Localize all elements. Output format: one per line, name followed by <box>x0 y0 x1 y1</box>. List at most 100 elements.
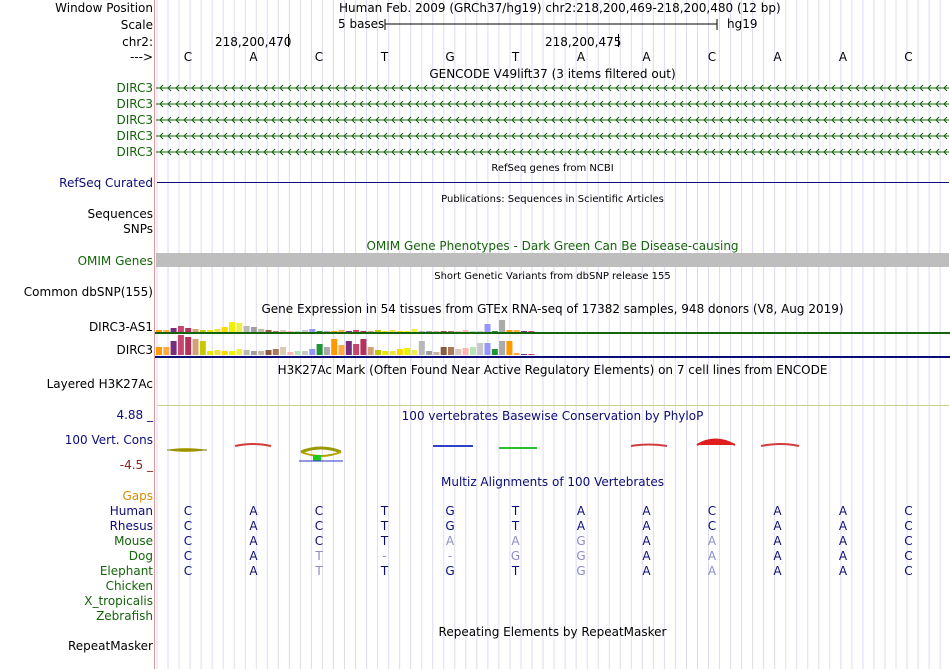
gtex-tissue-bar <box>338 345 345 355</box>
gtex-gene-label-1[interactable]: DIRC3-AS1 <box>88 320 153 334</box>
alignment-base: A <box>249 534 258 548</box>
gtex-tissue-bar <box>287 352 294 355</box>
gtex-tissue-bar <box>221 327 228 332</box>
alignment-base: T <box>511 564 520 578</box>
h3k27ac-signal-line <box>157 405 949 406</box>
h3k27ac-label[interactable]: Layered H3K27Ac <box>46 377 153 391</box>
gtex-tissue-bar <box>404 348 411 355</box>
chrom-label: chr2: <box>122 35 153 49</box>
gtex-gene-label-2[interactable]: DIRC3 <box>116 343 153 357</box>
alignment-base: C <box>183 549 193 563</box>
scale-label: Scale <box>120 18 153 32</box>
alignment-base: A <box>642 534 651 548</box>
base-letter: T <box>380 50 389 64</box>
gtex-tissue-bar <box>462 348 469 355</box>
alignment-base: C <box>707 504 717 518</box>
gtex-tissue-bar <box>156 330 162 332</box>
gencode-transcript-line[interactable] <box>156 83 949 93</box>
alignment-base: C <box>183 534 193 548</box>
conservation-wiggle[interactable] <box>155 430 950 466</box>
gtex-tissue-bar <box>214 350 221 355</box>
alignment-base: A <box>773 549 782 563</box>
refseq-gene-line[interactable] <box>157 182 949 183</box>
coord-right: 218,200,475 <box>545 35 622 49</box>
base-letter: C <box>904 50 913 64</box>
gtex-tissue-bar <box>491 349 498 355</box>
alignment-base: T <box>380 519 389 533</box>
gtex-tissue-bar <box>433 352 440 355</box>
gencode-item-label[interactable]: DIRC3 <box>116 97 153 111</box>
refseq-label[interactable]: RefSeq Curated <box>59 176 153 190</box>
gtex-tissue-bar <box>513 353 520 355</box>
base-letter: C <box>707 50 717 64</box>
repeatmasker-label[interactable]: RepeatMasker <box>67 639 153 653</box>
alignment-base: T <box>315 564 323 578</box>
gencode-item-label[interactable]: DIRC3 <box>116 129 153 143</box>
gtex-tissue-bar <box>214 329 221 332</box>
species-label[interactable]: Human <box>109 504 153 518</box>
h3k27ac-track-title: H3K27Ac Mark (Often Found Near Active Re… <box>277 363 828 377</box>
species-label[interactable]: X_tropicalis <box>84 594 153 608</box>
gtex-tissue-bar <box>163 347 170 355</box>
gtex-tissue-bar <box>170 341 177 355</box>
alignment-base: A <box>642 519 651 533</box>
gtex-tissue-bar <box>440 347 447 355</box>
species-label[interactable]: Elephant <box>99 564 153 578</box>
base-letter: A <box>773 50 782 64</box>
gtex-tissue-bar <box>353 330 360 332</box>
gtex-tissue-bar <box>199 341 206 355</box>
gtex-tissue-bar <box>418 341 425 355</box>
gtex-tissue-bar <box>258 329 265 332</box>
omim-label[interactable]: OMIM Genes <box>77 254 153 268</box>
gtex-tissue-bar <box>272 331 279 332</box>
gtex-tissue-bar <box>229 351 235 355</box>
gencode-track-title: GENCODE V49lift37 (3 items filtered out) <box>429 67 676 81</box>
alignment-base: C <box>904 504 913 518</box>
gtex-tissue-bar <box>316 344 323 355</box>
coord-left: 218,200,470 <box>215 35 292 49</box>
alignment-base: A <box>707 549 717 563</box>
gencode-transcript-line[interactable] <box>156 147 949 157</box>
gtex-tissue-bar <box>199 330 206 332</box>
gencode-item-label[interactable]: DIRC3 <box>116 81 153 95</box>
gtex-tissue-bar <box>236 323 243 332</box>
gencode-transcript-line[interactable] <box>156 99 949 109</box>
dbsnp-label[interactable]: Common dbSNP(155) <box>23 285 153 299</box>
multiz-track-title: Multiz Alignments of 100 Vertebrates <box>440 475 665 489</box>
alignment-base: A <box>838 519 848 533</box>
species-label[interactable]: Zebrafish <box>96 609 153 623</box>
gtex-tissue-bar <box>404 331 411 332</box>
alignment-base: C <box>314 504 324 518</box>
species-label[interactable]: Chicken <box>105 579 153 593</box>
conservation-label[interactable]: 100 Vert. Cons <box>64 433 153 447</box>
base-letter: A <box>838 50 848 64</box>
gaps-label[interactable]: Gaps <box>122 489 153 503</box>
gtex-tissue-bar <box>280 330 287 332</box>
gtex-tissue-bar <box>272 349 279 355</box>
gencode-item-label[interactable]: DIRC3 <box>116 145 153 159</box>
gtex-tissue-bar <box>396 349 403 355</box>
species-label[interactable]: Dog <box>128 549 153 563</box>
omim-gene-bar[interactable] <box>156 253 949 267</box>
snps-label[interactable]: SNPs <box>123 222 153 236</box>
gtex-tissue-bar <box>382 331 389 332</box>
gencode-transcript-line[interactable] <box>156 115 949 125</box>
assembly-position-text: Human Feb. 2009 (GRCh37/hg19) chr2:218,2… <box>339 1 781 15</box>
alignment-base: T <box>380 564 389 578</box>
gtex-tissue-bar <box>484 343 491 355</box>
sequences-label[interactable]: Sequences <box>87 207 153 221</box>
gtex-tissue-bar <box>469 331 476 332</box>
alignment-base: C <box>904 519 913 533</box>
species-label[interactable]: Mouse <box>114 534 153 548</box>
gtex-bar-charts[interactable] <box>155 316 950 360</box>
gtex-tissue-bar <box>265 330 272 332</box>
conservation-track-title: 100 vertebrates Basewise Conservation by… <box>401 409 704 423</box>
alignment-base: C <box>183 504 193 518</box>
gtex-tissue-bar <box>477 343 484 355</box>
species-label[interactable]: Rhesus <box>109 519 153 533</box>
gtex-tissue-bar <box>170 328 177 332</box>
gencode-item-label[interactable]: DIRC3 <box>116 113 153 127</box>
base-letter: A <box>642 50 651 64</box>
gtex-tissue-bar <box>411 350 418 355</box>
gencode-transcript-line[interactable] <box>156 131 949 141</box>
